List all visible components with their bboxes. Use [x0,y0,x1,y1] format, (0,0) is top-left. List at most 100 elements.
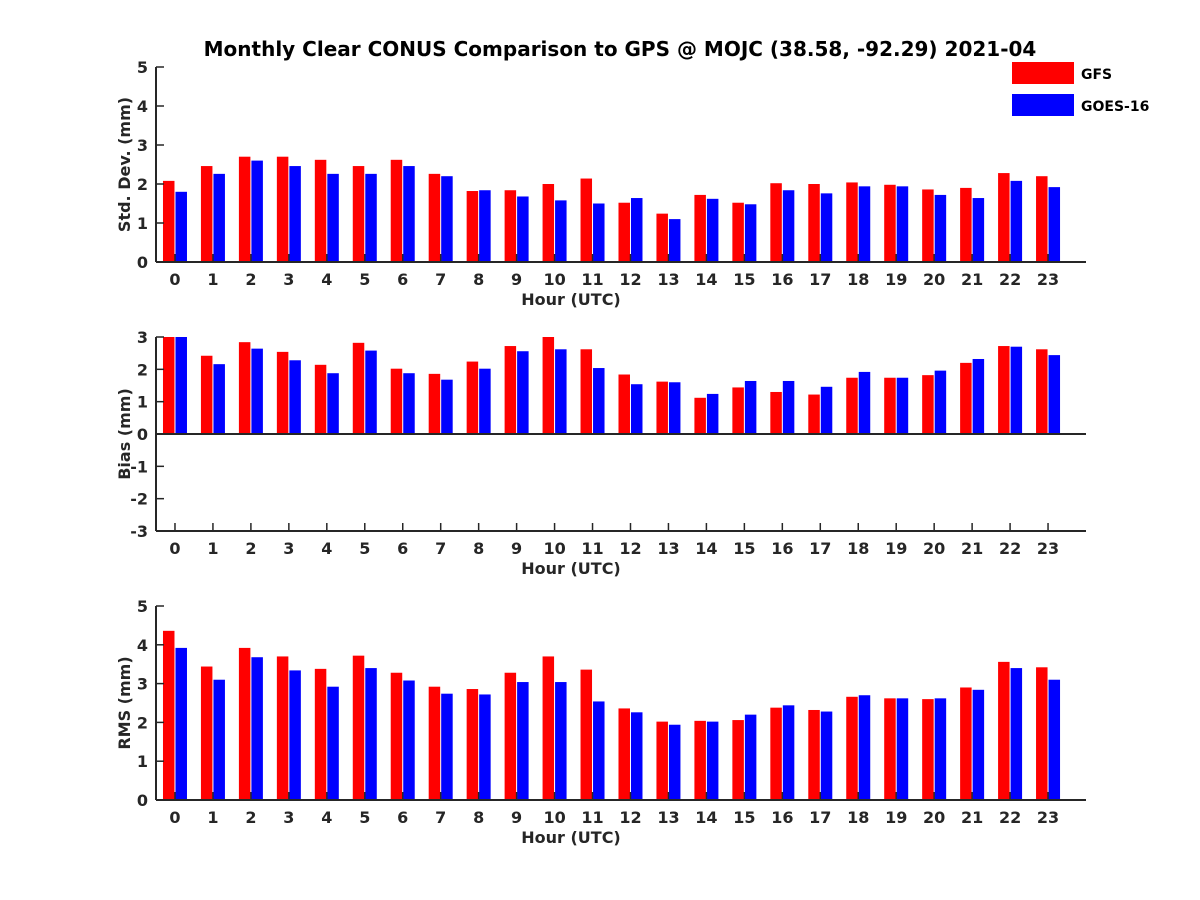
bar-goes16-hour-3 [289,670,301,800]
x-tick-label: 18 [847,539,869,558]
bar-gfs-hour-8 [466,361,479,434]
bar-goes16-hour-5 [365,668,377,800]
bar-goes16-hour-14 [706,721,719,800]
legend-swatch-goes16 [1012,94,1074,116]
bar-goes16-hour-22 [1010,180,1023,262]
bar-gfs-hour-2 [238,647,251,800]
x-tick-label: 22 [999,270,1021,289]
y-tick-label: 2 [137,713,148,732]
bar-goes16-hour-20 [934,698,947,800]
legend-label-gfs: GFS [1081,67,1112,83]
bar-goes16-hour-22 [1010,346,1023,434]
bar-gfs-hour-7 [428,173,441,262]
bar-goes16-hour-9 [517,682,529,800]
x-tick-label: 13 [657,539,679,558]
y-tick-label: 0 [137,791,148,810]
bar-gfs-hour-11 [580,178,593,262]
bar-goes16-hour-20 [934,194,947,262]
x-tick-label: 19 [885,808,907,827]
bar-gfs-hour-6 [390,159,403,262]
x-tick-label: 14 [695,270,717,289]
x-axis-label: Hour (UTC) [521,828,621,847]
bar-goes16-hour-23 [1048,679,1061,800]
bar-goes16-hour-16 [782,190,795,262]
legend-label-goes16: GOES-16 [1081,99,1149,115]
bar-goes16-hour-3 [289,360,301,434]
x-tick-label: 16 [771,270,793,289]
bar-gfs-hour-12 [618,374,630,434]
bar-gfs-hour-14 [694,397,706,434]
x-axis-label: Hour (UTC) [521,559,621,578]
y-tick-label: 2 [137,175,148,194]
bar-goes16-hour-0 [175,191,187,262]
bar-goes16-hour-9 [517,351,529,434]
bar-goes16-hour-13 [668,724,681,800]
x-tick-label: 4 [321,808,332,827]
x-tick-label: 14 [695,539,717,558]
bar-gfs-hour-18 [846,377,858,434]
bar-goes16-hour-4 [327,173,339,262]
x-tick-label: 1 [207,808,218,827]
bar-goes16-hour-10 [555,349,567,434]
bar-gfs-hour-21 [960,687,972,800]
bar-goes16-hour-1 [213,364,225,434]
bar-gfs-hour-22 [998,346,1010,434]
y-tick-label: -3 [130,522,148,541]
bar-gfs-hour-0 [162,630,175,800]
y-tick-label: 5 [137,597,148,616]
bar-gfs-hour-13 [656,381,668,434]
bar-gfs-hour-5 [352,166,365,262]
x-tick-label: 5 [359,539,370,558]
x-tick-label: 5 [359,270,370,289]
x-tick-label: 10 [543,808,565,827]
x-tick-label: 9 [511,539,522,558]
x-tick-label: 18 [847,270,869,289]
bar-gfs-hour-6 [390,368,403,434]
x-tick-label: 22 [999,808,1021,827]
y-tick-label: 4 [137,636,148,655]
x-tick-label: 21 [961,808,983,827]
x-tick-label: 17 [809,808,831,827]
x-tick-label: 18 [847,808,869,827]
bar-goes16-hour-23 [1048,355,1061,434]
bar-goes16-hour-19 [896,698,909,800]
y-tick-label: 3 [137,328,148,347]
x-tick-label: 12 [619,539,641,558]
y-tick-label: 3 [137,675,148,694]
bar-goes16-hour-15 [744,380,757,434]
bar-goes16-hour-14 [706,198,719,262]
bar-goes16-hour-5 [365,173,377,262]
x-tick-label: 21 [961,270,983,289]
bar-goes16-hour-17 [820,193,833,262]
bar-goes16-hour-15 [744,714,757,800]
bar-gfs-hour-20 [922,375,934,434]
bar-goes16-hour-10 [555,200,567,262]
bar-gfs-hour-0 [162,180,175,262]
y-tick-label: 3 [137,136,148,155]
bar-goes16-hour-15 [744,204,757,262]
x-tick-label: 7 [435,270,446,289]
bar-gfs-hour-14 [694,194,706,262]
bar-gfs-hour-19 [884,377,896,434]
bar-gfs-hour-18 [846,182,858,262]
bar-goes16-hour-7 [441,176,453,262]
bar-goes16-hour-16 [782,705,795,800]
bar-gfs-hour-10 [542,184,555,262]
bar-goes16-hour-1 [213,173,225,262]
x-tick-label: 1 [207,539,218,558]
y-tick-label: 0 [137,425,148,444]
bar-goes16-hour-6 [403,373,415,434]
bar-gfs-hour-8 [466,689,479,800]
bar-gfs-hour-0 [162,337,175,434]
x-tick-label: 23 [1037,808,1059,827]
bar-goes16-hour-22 [1010,668,1023,800]
bar-goes16-hour-13 [668,219,681,262]
bar-gfs-hour-3 [276,351,289,434]
bar-goes16-hour-17 [820,386,833,434]
bar-gfs-hour-19 [884,698,896,800]
bar-gfs-hour-16 [770,391,782,434]
bar-gfs-hour-22 [998,661,1010,800]
x-tick-label: 20 [923,808,945,827]
bar-gfs-hour-9 [504,190,517,262]
